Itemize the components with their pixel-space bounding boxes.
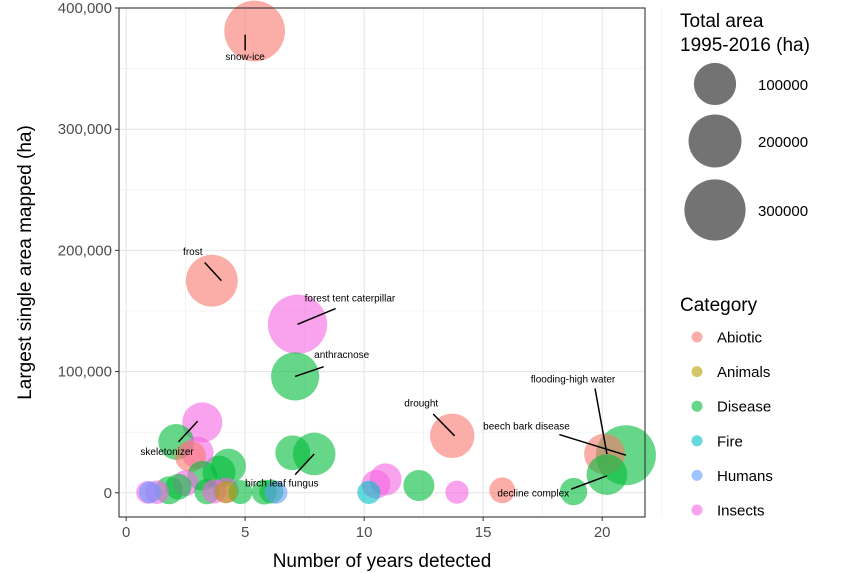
category-legend-key xyxy=(691,400,703,412)
size-legend-title-line-1: Total area xyxy=(680,11,764,32)
annotation-leader-line xyxy=(570,475,608,490)
data-point-disease xyxy=(559,477,588,506)
category-legend: Category Abiotic Animals Disease Fire Humans… xyxy=(680,295,773,520)
x-axis-title: Number of years detected xyxy=(273,551,492,572)
category-legend-key xyxy=(691,331,703,343)
category-legend-key xyxy=(691,435,703,447)
data-point-insects xyxy=(182,402,223,443)
annotation-leader-line xyxy=(559,433,627,456)
data-point-humans xyxy=(138,481,162,504)
data-point-disease xyxy=(275,435,311,471)
data-point-insects xyxy=(445,480,469,504)
y-tick-label: 400,000 xyxy=(58,0,112,17)
annotation-label: snow-ice xyxy=(225,52,265,63)
annotations: snow-ice frost forest tent caterpillar anth… xyxy=(140,34,627,499)
annotation-label: skeletonizer xyxy=(140,447,194,458)
annotation-label: birch leaf fungus xyxy=(245,479,318,490)
category-legend-label: Humans xyxy=(717,468,773,485)
annotation-label: beech bark disease xyxy=(483,422,570,433)
x-tick-label: 10 xyxy=(356,524,373,541)
annotation-leader-line xyxy=(594,388,608,455)
data-point-abiotic xyxy=(430,413,475,459)
category-legend-key xyxy=(691,504,703,516)
x-tick-label: 0 xyxy=(122,524,130,541)
minor-gridlines xyxy=(119,8,663,517)
plot-border xyxy=(118,7,646,518)
category-legend-key xyxy=(691,366,703,378)
size-legend-title-line-2: 1995-2016 (ha) xyxy=(680,35,810,56)
size-legend-key xyxy=(693,62,737,106)
x-tick-label: 5 xyxy=(241,524,249,541)
y-tick-label: 200,000 xyxy=(58,242,112,259)
size-legend: Total area 1995-2016 (ha) 100000 200000 30… xyxy=(680,11,810,241)
annotation-label: decline complex xyxy=(497,488,569,499)
y-tick-label: 0 xyxy=(104,485,112,502)
annotation-leader-line xyxy=(204,261,222,282)
annotation-label: frost xyxy=(183,247,203,258)
size-legend-label: 300000 xyxy=(758,203,808,220)
data-point-disease xyxy=(586,454,628,495)
annotation-leader-line xyxy=(177,420,199,443)
category-legend-label: Animals xyxy=(717,364,770,381)
annotation-label: flooding-high water xyxy=(531,374,616,385)
annotation-leader-line xyxy=(294,453,315,476)
size-legend-label: 200000 xyxy=(758,134,808,151)
annotation-label: drought xyxy=(404,399,438,410)
category-legend-title: Category xyxy=(680,295,758,316)
data-point-abiotic xyxy=(489,477,516,504)
y-axis-title: Largest single area mapped (ha) xyxy=(15,125,36,400)
data-point-animals xyxy=(214,481,238,504)
category-legend-key xyxy=(691,469,703,481)
annotation-label: forest tent caterpillar xyxy=(305,293,396,304)
size-legend-key xyxy=(684,179,746,241)
category-legend-label: Insects xyxy=(717,503,765,520)
category-legend-label: Abiotic xyxy=(717,330,763,347)
size-legend-key xyxy=(688,114,742,168)
data-point-fire xyxy=(357,480,381,504)
data-point-humans xyxy=(264,481,288,504)
data-point-disease xyxy=(165,473,192,500)
x-tick-label: 20 xyxy=(594,524,611,541)
annotation-label: anthracnose xyxy=(314,350,369,361)
annotation-leader-line xyxy=(297,307,336,326)
size-legend-label: 100000 xyxy=(758,77,808,94)
data-point-disease xyxy=(403,469,435,502)
category-legend-label: Disease xyxy=(717,399,771,416)
axes: 0 5 10 15 20 0 100,000 200,000 300,000 400,000 xyxy=(58,0,611,541)
annotation-leader-line xyxy=(432,413,456,437)
annotation-leader-line xyxy=(294,366,324,378)
y-tick-label: 100,000 xyxy=(58,364,112,381)
category-legend-label: Fire xyxy=(717,433,743,450)
data-point-abiotic xyxy=(185,254,238,307)
x-tick-label: 15 xyxy=(475,524,492,541)
data-point-abiotic xyxy=(224,0,286,62)
y-tick-label: 300,000 xyxy=(58,121,112,138)
